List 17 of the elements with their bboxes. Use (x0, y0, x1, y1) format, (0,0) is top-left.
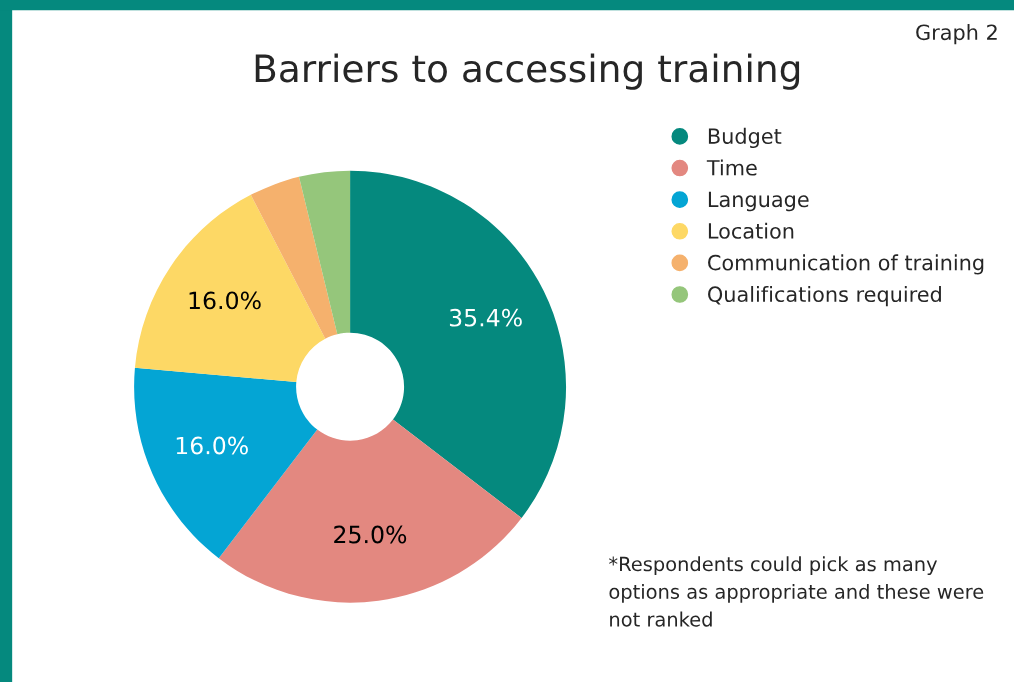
legend-label: Communication of training (708, 254, 984, 275)
data-label: 25.0% (334, 525, 407, 544)
data-label: 16.0% (189, 291, 261, 310)
data-label: 35.4% (449, 308, 522, 327)
legend-label: Budget (708, 127, 782, 149)
donut-slice (134, 194, 326, 382)
legend-label: Time (706, 159, 757, 176)
chart-title: Barriers to accessing training (255, 53, 800, 90)
caption: Graph 2 (916, 24, 997, 45)
legend-label: Qualifications required (708, 285, 941, 307)
legend-label: Location (708, 222, 794, 239)
donut-slice (299, 170, 351, 335)
legend-label: Language (708, 191, 809, 212)
donut-slice (134, 367, 318, 559)
donut-slice (350, 170, 567, 518)
text: *Respondents could pick as many options as appropriate and these were not ranked (608, 556, 984, 627)
data-label: 16.0% (176, 436, 248, 455)
